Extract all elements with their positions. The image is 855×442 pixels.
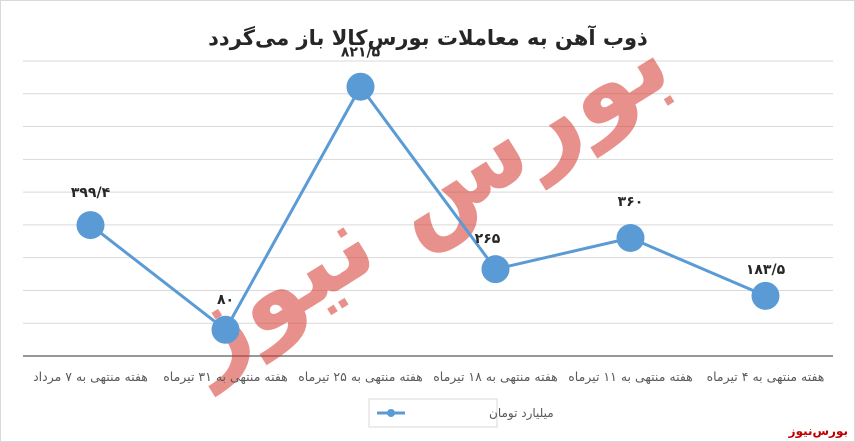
x-tick-label: هفته منتهی به ۷ مرداد	[33, 369, 148, 385]
data-label: ۳۹۹/۴	[71, 185, 111, 201]
x-tick-label: هفته منتهی به ۲۵ تیرماه	[298, 369, 423, 385]
data-point	[751, 281, 780, 310]
data-point	[481, 255, 510, 284]
x-tick-labels: هفته منتهی به ۴ تیرماه هفته منتهی به ۱۱ ت…	[33, 369, 824, 385]
x-tick-label: هفته منتهی به ۴ تیرماه	[707, 369, 825, 385]
data-label: ۳۶۰	[618, 194, 644, 210]
series-polyline	[89, 85, 767, 332]
x-tick-label: هفته منتهی به ۱۸ تیرماه	[433, 369, 558, 385]
data-label: ۲۶۵	[475, 231, 501, 247]
source-tag: بورس‌نیوز	[788, 424, 848, 438]
data-label: ۸۲۱/۵	[341, 45, 381, 61]
x-tick-label: هفته منتهی به ۱۱ تیرماه	[568, 369, 693, 385]
data-label: ۱۸۳/۵	[746, 262, 786, 278]
legend: میلیارد تومان	[368, 398, 554, 428]
legend-marker-swatch	[387, 409, 395, 417]
data-label: ۸۰	[217, 292, 234, 308]
data-point	[76, 211, 105, 240]
series-line	[76, 72, 780, 344]
x-tick-label: هفته منتهی به ۳۱ تیرماه	[163, 369, 288, 385]
data-point	[346, 72, 375, 101]
gridlines	[23, 60, 833, 324]
data-labels: ۱۸۳/۵ ۳۶۰ ۲۶۵ ۸۲۱/۵ ۸۰ ۳۹۹/۴	[71, 45, 786, 308]
data-point	[211, 315, 240, 344]
legend-label: میلیارد تومان	[489, 406, 554, 421]
chart-title: ذوب آهن به معاملات بورس‌کالا باز می‌گردد	[208, 25, 648, 50]
data-point	[616, 224, 645, 252]
